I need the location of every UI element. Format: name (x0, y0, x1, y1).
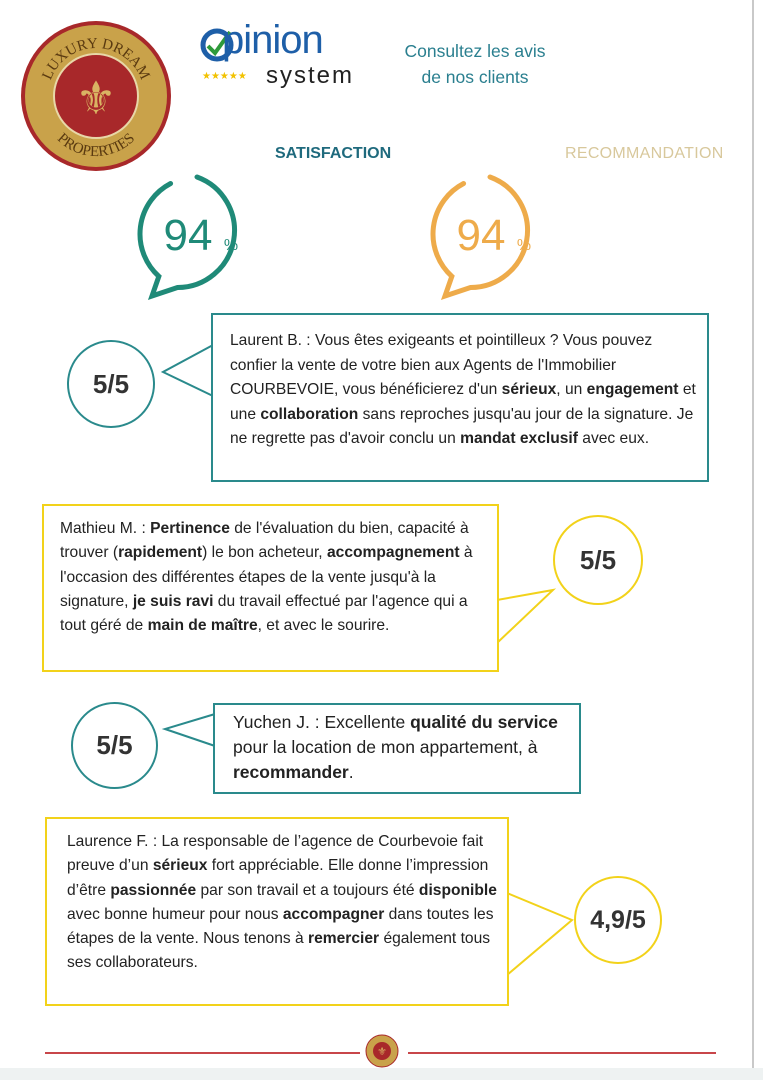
review-highlight: sérieux (152, 857, 208, 875)
opinion-system-logo: pinion ★★★★★ system (200, 18, 375, 94)
review-highlight: passionnée (110, 881, 197, 899)
satisfaction-unit: % (224, 237, 238, 254)
review-text: par son travail et a toujours été (196, 881, 419, 899)
fleur-de-lis-icon: ⚜ (75, 71, 116, 125)
recommandation-value: 94 (457, 211, 506, 260)
review-highlight: mandat exclusif (460, 430, 578, 447)
footer-logo-medallion: ⚜ (365, 1034, 399, 1068)
review-2-tail (496, 588, 557, 644)
review-text: du travail effectué par l'agence qui a t… (60, 592, 468, 635)
satisfaction-gauge: 94 % (137, 174, 238, 300)
review-mathieu: Mathieu M. : Pertinence de l'évaluation … (42, 504, 499, 672)
review-text: pour la location de mon appartement, à (233, 737, 538, 757)
review-highlight: rapidement (118, 544, 203, 562)
review-text: Yuchen J. : Excellente (233, 712, 411, 732)
review-highlight: accompagnement (326, 544, 460, 562)
review-highlight: sérieux (501, 381, 557, 398)
review-text: et une (230, 381, 696, 423)
review-highlight: collaboration (260, 405, 359, 423)
review-1-tail (160, 344, 214, 397)
review-4-tail (506, 892, 574, 976)
review-text: Laurence F. : La responsable de l’agence… (67, 833, 484, 875)
review-text: dans toutes les étapes de la vente. Nous… (67, 905, 494, 948)
satisfaction-gauge-arc (137, 174, 237, 300)
review-text: . (348, 762, 354, 782)
review-highlight: recommander (233, 762, 349, 782)
review-laurent: Laurent B. : Vous êtes exigeants et poin… (211, 313, 709, 482)
satisfaction-label: SATISFACTION (275, 145, 392, 162)
recommandation-gauge-arc (430, 174, 530, 300)
review-mathieu-score: 5/5 (553, 515, 643, 605)
review-highlight: disponible (418, 881, 497, 899)
review-highlight: accompagner (282, 905, 385, 923)
review-text: également tous ses collaborateurs. (67, 930, 491, 972)
review-yuchen: Yuchen J. : Excellente qualité du servic… (213, 703, 581, 794)
review-text: sans reproches jusqu'au jour de la signa… (230, 405, 694, 448)
checkmark-bubble-icon (200, 28, 234, 62)
recommandation-unit: % (517, 237, 531, 254)
review-highlight: Pertinence (150, 520, 230, 537)
review-text: ) le bon acheteur, (202, 544, 327, 562)
tagline-line-2: de nos clients (421, 67, 529, 87)
review-text: Laurent B. : Vous êtes exigeants et poin… (230, 332, 653, 398)
review-text: de l'évaluation du bien, capacité à trou… (60, 520, 469, 562)
review-highlight: qualité du service (410, 712, 558, 732)
review-yuchen-score: 5/5 (71, 702, 158, 789)
fleur-de-lis-icon: ⚜ (377, 1045, 387, 1058)
luxury-dream-logo: LUXURY DREAM PROPERTIES ⚜ (21, 21, 171, 171)
review-laurent-score: 5/5 (67, 340, 155, 428)
review-highlight: je suis ravi (132, 592, 214, 610)
review-text: avec eux. (577, 430, 650, 447)
review-text: , et avec le sourire. (257, 617, 390, 635)
footer-line-right (408, 1052, 716, 1054)
review-highlight: remercier (308, 930, 380, 948)
review-3-tail (161, 713, 216, 747)
recommandation-label: RECOMMANDATION (565, 145, 724, 162)
review-highlight: engagement (586, 381, 679, 398)
rating-stars-icon: ★★★★★ (202, 71, 247, 82)
tagline: Consultez les avis de nos clients (390, 38, 560, 90)
review-text: , un (556, 381, 587, 398)
review-laurence: Laurence F. : La responsable de l’agence… (45, 817, 509, 1006)
review-highlight: main de maître (147, 617, 258, 635)
review-laurence-score: 4,9/5 (574, 876, 662, 964)
footer-line-left (45, 1052, 360, 1054)
opinion-wordmark: pinion (222, 18, 324, 62)
scan-margin (0, 1068, 763, 1080)
satisfaction-value: 94 (164, 211, 213, 260)
tagline-line-1: Consultez les avis (404, 41, 546, 61)
review-text: Mathieu M. : (60, 520, 151, 537)
review-text: à l'occasion des différentes étapes de l… (60, 544, 473, 610)
system-wordmark: system (266, 62, 355, 89)
review-text: fort appréciable. Elle donne l’impressio… (67, 857, 489, 899)
page-edge (752, 0, 754, 1080)
recommandation-gauge: 94 % (430, 174, 531, 300)
review-text: avec bonne humeur pour nous (67, 905, 283, 923)
